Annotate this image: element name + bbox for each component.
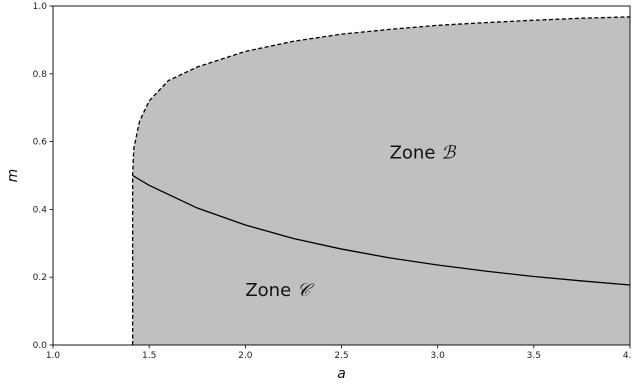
- y-axis-label: m: [5, 169, 21, 183]
- zone-label: Zone ℬ: [390, 143, 458, 164]
- zone-fill-region: [132, 16, 630, 345]
- y-tick-label: 0.4: [33, 205, 48, 215]
- series-line-boundary-solid: [132, 174, 631, 286]
- y-tick-label: 0.8: [33, 70, 48, 80]
- y-tick-label: 1.0: [33, 2, 48, 12]
- x-axis: 1.0 1.5 2.0 2.5 3.0 3.5 4.0: [46, 345, 632, 361]
- x-tick-label: 1.0: [46, 351, 61, 361]
- y-tick-label: 0.2: [33, 273, 47, 283]
- plot-area: [131, 16, 631, 345]
- zone-label: Zone 𝒞: [245, 280, 315, 301]
- series-line-boundary-dashed: [131, 16, 631, 345]
- y-axis: 0.0 0.2 0.4 0.6 0.8 1.0: [33, 2, 53, 351]
- x-tick-label: 3.0: [431, 351, 446, 361]
- x-tick-label: 2.5: [334, 351, 348, 361]
- x-tick-label: 1.5: [142, 351, 156, 361]
- x-axis-label: a: [337, 366, 346, 382]
- y-tick-label: 0.6: [33, 138, 48, 148]
- x-tick-label: 4.0: [623, 351, 632, 361]
- x-tick-label: 3.5: [527, 351, 541, 361]
- x-tick-label: 2.0: [238, 351, 253, 361]
- y-tick-label: 0.0: [33, 341, 48, 351]
